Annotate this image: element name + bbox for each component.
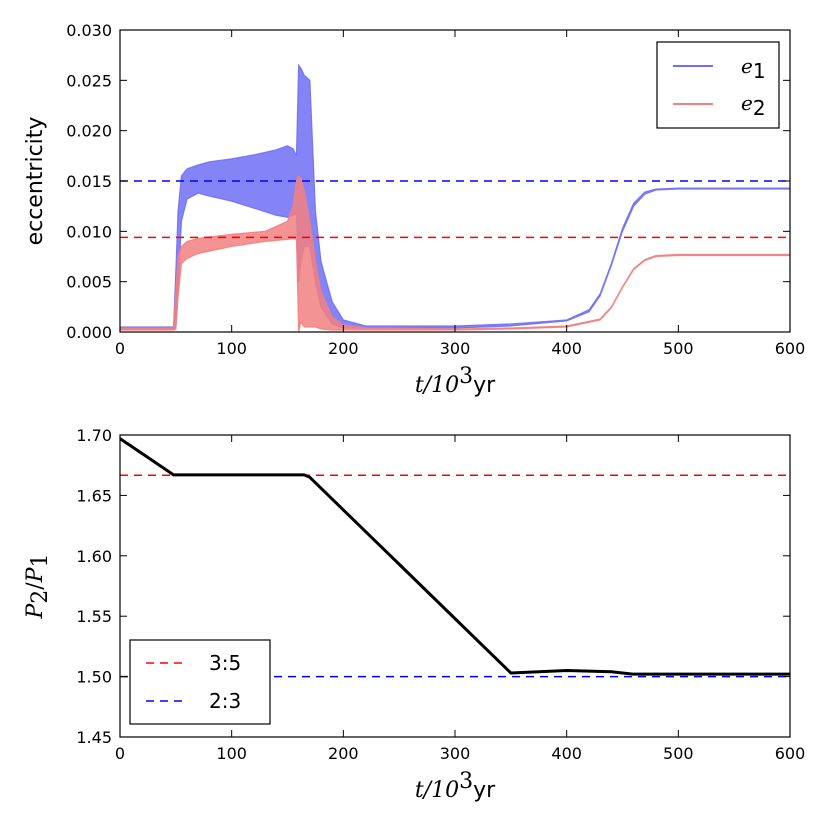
bottom-ylabel: P2/P1 (23, 553, 53, 619)
top-ytick-label: 0.015 (66, 172, 112, 191)
bottom-ytick-label: 1.65 (76, 486, 112, 505)
bottom-ylabel-p1: P (23, 566, 48, 583)
top-xlabel-sup: 3 (459, 364, 473, 389)
bottom-xlabel: t/103yr (415, 769, 496, 803)
legend-e2-sub: 2 (753, 96, 766, 120)
top-axis-ticks: 0 100 200 300 400 500 600 0.000 0.005 0.010 0.015 0… (66, 21, 805, 358)
bottom-ylabel-sub2: 2 (28, 590, 53, 604)
legend-e2-main: e (741, 91, 753, 115)
bottom-ytick-label: 1.50 (76, 668, 112, 687)
top-legend: e1 e2 (656, 41, 780, 129)
top-xlabel-unit: yr (473, 373, 496, 398)
bottom-ytick-label: 1.60 (76, 547, 112, 566)
top-xlabel: t/103yr (415, 364, 496, 398)
eccentricity-bands (120, 63, 790, 332)
legend-e2-label: e2 (741, 91, 766, 120)
period-ratio-panel: 0 100 200 300 400 500 600 1.45 1.50 1.55 1.60 1.65 1… (23, 426, 805, 803)
bottom-xtick-label: 600 (775, 744, 806, 763)
series-e2-band (120, 174, 790, 332)
bottom-xtick-label: 0 (115, 744, 125, 763)
legend-e1-label: e1 (741, 54, 766, 83)
top-ytick-label: 0.020 (66, 122, 112, 141)
bottom-xtick-label: 400 (551, 744, 582, 763)
bottom-legend-box (129, 639, 271, 725)
bottom-ylabel-sub1: 1 (28, 553, 53, 567)
bottom-xtick-label: 100 (216, 744, 247, 763)
top-ytick-label: 0.025 (66, 71, 112, 90)
top-xtick-label: 500 (663, 339, 694, 358)
legend-e1-sub: 1 (753, 59, 766, 83)
bottom-ylabel-p2: P (23, 603, 48, 620)
series-period-ratio-line (120, 437, 790, 676)
bottom-ytick-label: 1.45 (76, 728, 112, 747)
eccentricity-panel: 0 100 200 300 400 500 600 0.000 0.005 0.010 0.015 0… (23, 21, 805, 398)
top-xtick-label: 0 (115, 339, 125, 358)
top-xtick-label: 100 (216, 339, 247, 358)
top-xlabel-math: t/10 (415, 373, 459, 398)
top-xtick-label: 600 (775, 339, 806, 358)
period-ratio-series (120, 437, 790, 676)
top-xtick-label: 200 (328, 339, 359, 358)
top-ylabel: eccentricity (23, 117, 48, 246)
top-ytick-label: 0.000 (66, 323, 112, 342)
top-xtick-label: 400 (551, 339, 582, 358)
bottom-xlabel-unit: yr (473, 778, 496, 803)
bottom-ylabel-slash: / (23, 582, 48, 590)
bottom-xlabel-math: t/10 (415, 778, 459, 803)
bottom-xtick-label: 200 (328, 744, 359, 763)
top-ytick-label: 0.005 (66, 273, 112, 292)
top-xtick-label: 300 (440, 339, 471, 358)
bottom-ytick-label: 1.55 (76, 607, 112, 626)
bottom-ytick-label: 1.70 (76, 426, 112, 445)
bottom-legend: 3:5 2:3 (129, 639, 271, 725)
top-legend-box (656, 41, 780, 129)
bottom-axis-ticks: 0 100 200 300 400 500 600 1.45 1.50 1.55 1.60 1.65 1… (76, 426, 805, 763)
series-e1-band (120, 63, 790, 330)
top-ytick-label: 0.010 (66, 222, 112, 241)
top-ytick-label: 0.030 (66, 21, 112, 40)
legend-2-3-label: 2:3 (209, 689, 241, 713)
bottom-xtick-label: 500 (663, 744, 694, 763)
legend-e1-main: e (741, 54, 753, 78)
bottom-xlabel-sup: 3 (459, 769, 473, 794)
bottom-xtick-label: 300 (440, 744, 471, 763)
legend-3-5-label: 3:5 (209, 651, 241, 675)
